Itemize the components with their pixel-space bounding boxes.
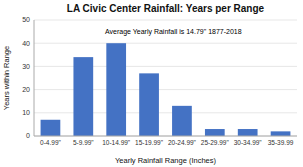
y-tick-label: 40 <box>22 40 30 47</box>
y-tick-label: 20 <box>22 86 30 93</box>
bar <box>205 129 225 136</box>
y-tick-label: 0 <box>26 132 30 139</box>
chart: 0 10 20 30 40 50 0-4.99" 5-9.99" 10-14.99" 15-19.… <box>0 0 303 167</box>
annotation: Average Yearly Rainfall is 14.79" 1877-2… <box>105 28 242 36</box>
bars <box>41 43 291 136</box>
grid-line <box>34 20 297 21</box>
bar <box>41 120 61 136</box>
x-tick-label: 35-39.99 <box>268 139 294 146</box>
grid-line <box>34 136 297 137</box>
bar <box>238 129 258 136</box>
x-tick-label: 5-9.99" <box>73 139 94 146</box>
y-tick-label: 10 <box>22 109 30 116</box>
title: LA Civic Center Rainfall: Years per Rang… <box>67 3 265 14</box>
grid-line <box>34 43 297 44</box>
y-tick-label: 30 <box>22 63 30 70</box>
x-tick-label: 20-24.99" <box>168 139 197 146</box>
grid <box>34 20 297 136</box>
y-axis-line <box>34 20 35 136</box>
x-axis-line <box>34 136 297 137</box>
x-tick-label: 10-14.99" <box>102 139 131 146</box>
background <box>0 0 303 167</box>
bar <box>73 57 93 136</box>
x-tick-label: 30-34.99" <box>234 139 263 146</box>
chart-container: 0 10 20 30 40 50 0-4.99" 5-9.99" 10-14.99" 15-19.… <box>0 0 303 167</box>
x-tick-label: 15-19.99" <box>135 139 164 146</box>
bar <box>106 43 126 136</box>
x-axis-label: Yearly Rainfall Range (Inches) <box>115 156 217 165</box>
x-tick-label: 25-29.99" <box>201 139 230 146</box>
bar <box>139 73 159 136</box>
y-tick-label: 50 <box>22 16 30 23</box>
bar <box>271 131 291 136</box>
x-tick-label: 0-4.99" <box>40 139 61 146</box>
y-axis-label: Years within Range <box>2 46 11 110</box>
bar <box>172 106 192 136</box>
